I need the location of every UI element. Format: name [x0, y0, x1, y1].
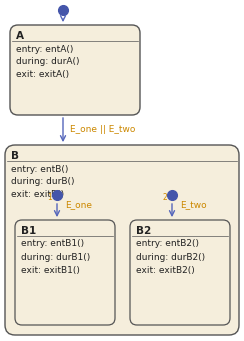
Text: entry: entB1(): entry: entB1() — [21, 239, 84, 249]
Text: exit: exitA(): exit: exitA() — [16, 71, 69, 79]
FancyBboxPatch shape — [130, 220, 230, 325]
Text: during: durB(): during: durB() — [11, 178, 74, 187]
Text: 2: 2 — [162, 193, 167, 202]
FancyBboxPatch shape — [5, 145, 239, 335]
Text: entry: entB2(): entry: entB2() — [136, 239, 199, 249]
Text: exit: exitB1(): exit: exitB1() — [21, 266, 80, 275]
Text: entry: entA(): entry: entA() — [16, 44, 73, 54]
Text: B2: B2 — [136, 226, 151, 236]
FancyBboxPatch shape — [10, 25, 140, 115]
FancyBboxPatch shape — [15, 220, 115, 325]
Text: during: durA(): during: durA() — [16, 58, 80, 66]
Text: E_two: E_two — [180, 200, 207, 209]
Text: B: B — [11, 151, 19, 161]
Text: E_one: E_one — [65, 200, 92, 209]
Text: A: A — [16, 31, 24, 41]
Text: during: durB2(): during: durB2() — [136, 252, 205, 262]
Text: E_one || E_two: E_one || E_two — [70, 125, 135, 134]
Text: exit: exitB2(): exit: exitB2() — [136, 266, 195, 275]
Text: 1: 1 — [47, 193, 52, 202]
Text: B1: B1 — [21, 226, 36, 236]
Text: entry: entB(): entry: entB() — [11, 164, 68, 174]
Text: during: durB1(): during: durB1() — [21, 252, 90, 262]
Text: exit: exitB(): exit: exitB() — [11, 191, 64, 199]
